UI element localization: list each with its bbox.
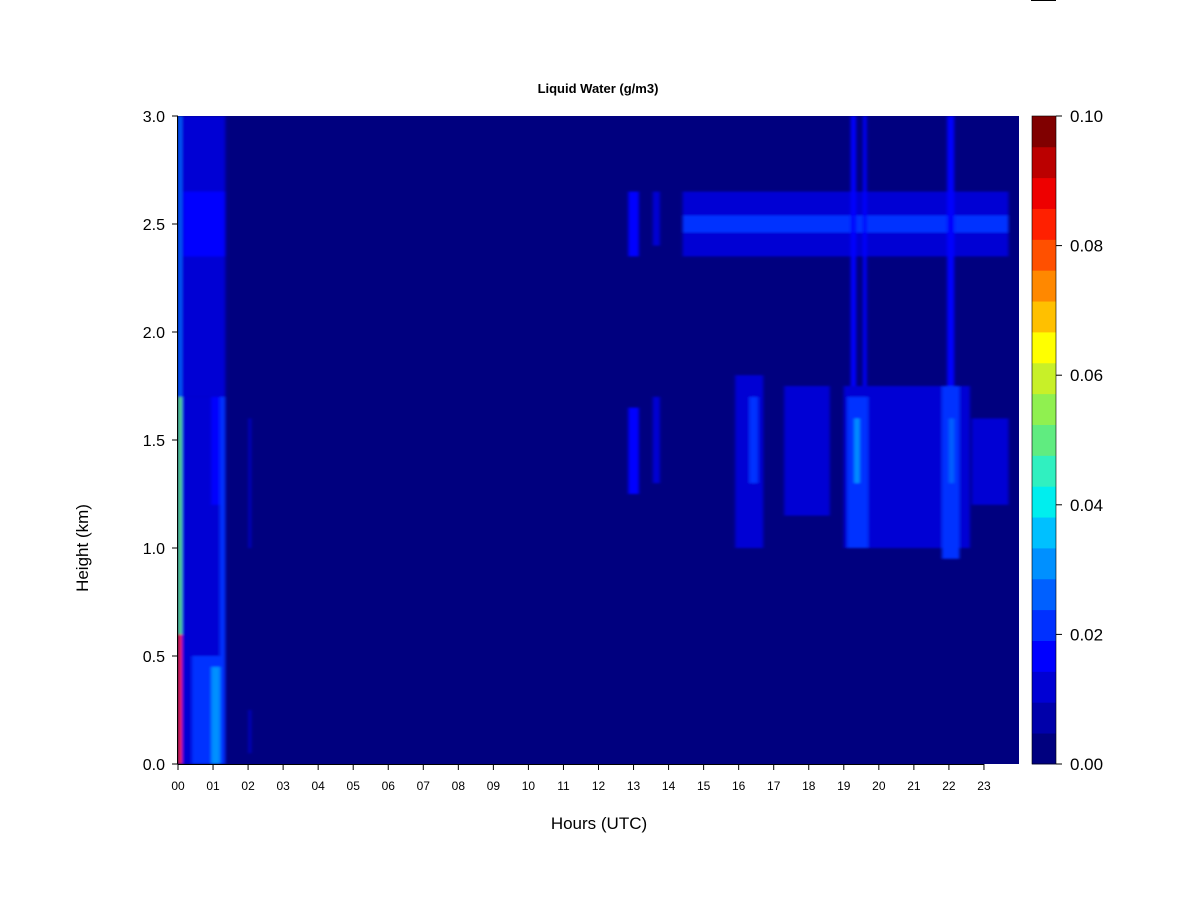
colorbar-segment: [1032, 177, 1056, 209]
colorbar-tick-label: 0.02: [1070, 625, 1103, 644]
heatmap-cell: [850, 116, 857, 386]
x-tick-label: 07: [417, 779, 431, 793]
y-tick-label: 1.0: [143, 541, 165, 558]
colorbar-segment: [1032, 270, 1056, 302]
heatmap-cell: [947, 116, 955, 386]
heatmap-cell: [248, 710, 251, 754]
colorbar-segment: [1032, 239, 1056, 271]
heatmap-cell: [183, 191, 226, 257]
colorbar-segment: [1032, 609, 1056, 641]
heatmap-cell: [682, 215, 1009, 233]
colorbar-tick-label: 0.04: [1070, 496, 1103, 515]
colorbar-segment: [1032, 733, 1056, 765]
colorbar-segment: [1032, 548, 1056, 580]
colorbar: 0.00 0.02 0.04 0.06 0.08 0.10: [1031, 107, 1103, 774]
x-tick-label: 15: [697, 779, 711, 793]
colorbar-segment: [1032, 517, 1056, 549]
heatmap-cell: [652, 396, 660, 484]
x-tick-label: 11: [557, 779, 570, 793]
heatmap-cell: [854, 418, 860, 484]
x-tick-label: 21: [907, 779, 921, 793]
y-tick-label: 2.5: [143, 217, 165, 234]
heatmap-cell: [192, 656, 226, 764]
heatmap-cell: [211, 666, 221, 764]
y-axis-label: Height (km): [73, 504, 92, 592]
x-tick-label: 16: [732, 779, 746, 793]
x-tick-label: 18: [802, 779, 816, 793]
x-axis: 00 01 02 03 04 05 06 07 08 09 10 11 12 13 14 15 16 17 18 19…: [171, 764, 991, 793]
heatmap-cell: [749, 396, 758, 484]
colorbar-tick-label: 0.10: [1070, 107, 1103, 126]
heatmap-cell: [628, 191, 639, 257]
y-tick-label: 1.5: [143, 433, 165, 450]
colorbar-segment: [1032, 332, 1056, 364]
y-tick-label: 0.0: [143, 757, 165, 774]
colorbar-segment: [1032, 146, 1056, 179]
x-tick-label: 02: [241, 779, 255, 793]
x-tick-label: 00: [171, 779, 185, 793]
colorbar-segment: [1032, 671, 1056, 703]
y-tick-label: 0.5: [143, 649, 165, 666]
x-tick-label: 03: [276, 779, 290, 793]
y-axis: 0.0 0.5 1.0 1.5 2.0 2.5 3.0: [143, 109, 178, 774]
colorbar-segment: [1032, 208, 1056, 240]
x-tick-label: 19: [837, 779, 851, 793]
heatmap-cells: [178, 116, 1009, 764]
x-tick-label: 14: [662, 779, 676, 793]
x-tick-label: 05: [347, 779, 361, 793]
colorbar-tick-label: 0.08: [1070, 237, 1103, 256]
colorbar-segment: [1032, 362, 1056, 395]
y-tick-label: 3.0: [143, 109, 165, 126]
heatmap-cell: [628, 407, 639, 494]
heatmap-cell: [178, 396, 183, 635]
colorbar-segment: [1032, 455, 1056, 487]
x-tick-label: 01: [206, 779, 220, 793]
chart-title: Liquid Water (g/m3): [538, 81, 659, 96]
colorbar-segment: [1032, 640, 1056, 672]
y-tick-label: 2.0: [143, 325, 165, 342]
x-tick-label: 04: [311, 779, 325, 793]
x-tick-label: 23: [977, 779, 991, 793]
heatmap-cell: [971, 418, 1009, 505]
x-tick-label: 17: [767, 779, 781, 793]
heatmap-cell: [863, 116, 867, 386]
heatmap-cell: [211, 396, 222, 505]
x-tick-label: 22: [942, 779, 956, 793]
colorbar-segment: [1032, 424, 1056, 456]
heatmap-cell: [178, 634, 182, 764]
x-tick-label: 20: [872, 779, 886, 793]
x-axis-label: Hours (UTC): [551, 814, 647, 833]
colorbar-tick-label: 0.06: [1070, 366, 1103, 385]
plot-area: [178, 116, 1019, 764]
x-tick-label: 09: [487, 779, 501, 793]
colorbar-segment: [1032, 486, 1056, 518]
x-tick-label: 13: [627, 779, 641, 793]
heatmap-cell: [248, 418, 251, 548]
colorbar-segment: [1032, 116, 1056, 148]
colorbar-segment: [1032, 301, 1056, 333]
colorbar-segment: [1032, 702, 1056, 734]
heatmap-cell: [178, 116, 184, 397]
heatmap-cell: [220, 396, 226, 656]
colorbar-tick-label: 0.00: [1070, 755, 1103, 774]
colorbar-frame: [1031, 115, 1057, 765]
x-tick-label: 06: [382, 779, 396, 793]
x-tick-label: 10: [522, 779, 536, 793]
heatmap-cell: [784, 386, 830, 516]
heatmap-cell: [652, 191, 660, 246]
x-tick-label: 12: [592, 779, 606, 793]
x-tick-label: 08: [452, 779, 466, 793]
heatmap-cell: [948, 418, 955, 484]
colorbar-segment: [1032, 393, 1056, 425]
colorbar-segment: [1032, 578, 1056, 611]
